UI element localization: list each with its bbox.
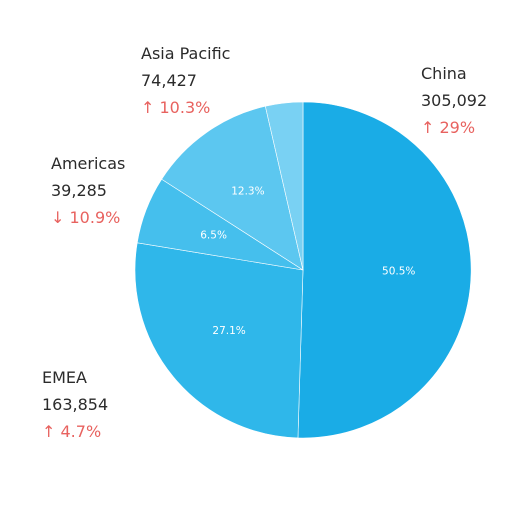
pie-slice-other [264,101,304,271]
callout-emea: EMEA 163,854 ↑ 4.7% [42,364,108,445]
pie-percent-label: 6.5% [200,230,227,242]
callout-emea-change: ↑ 4.7% [42,422,102,441]
callout-asia-pacific-name: Asia Pacific [141,44,231,63]
callout-china-name: China [421,64,467,83]
callout-asia-pacific-value: 74,427 [141,71,197,90]
callout-americas-value: 39,285 [51,181,107,200]
pie-percent-label: 50.5% [382,265,415,277]
callout-emea-value: 163,854 [42,395,109,414]
callout-china-value: 305,092 [421,91,488,110]
callout-china: China 305,092 ↑ 29% [421,60,487,141]
pie-slice-emea [134,242,304,439]
callout-americas-name: Americas [51,154,126,173]
pie-percent-label: 12.3% [231,186,264,198]
callout-americas-change: ↓ 10.9% [51,208,121,227]
callout-asia-pacific-change: ↑ 10.3% [141,98,211,117]
callout-emea-name: EMEA [42,368,87,387]
pie-slice-china [297,101,472,439]
callout-china-change: ↑ 29% [421,118,476,137]
callout-asia-pacific: Asia Pacific 74,427 ↑ 10.3% [141,40,230,121]
pie-slice-asia-pacific [161,105,304,271]
callout-americas: Americas 39,285 ↓ 10.9% [51,150,125,231]
pie-percent-label: 27.1% [212,325,245,337]
